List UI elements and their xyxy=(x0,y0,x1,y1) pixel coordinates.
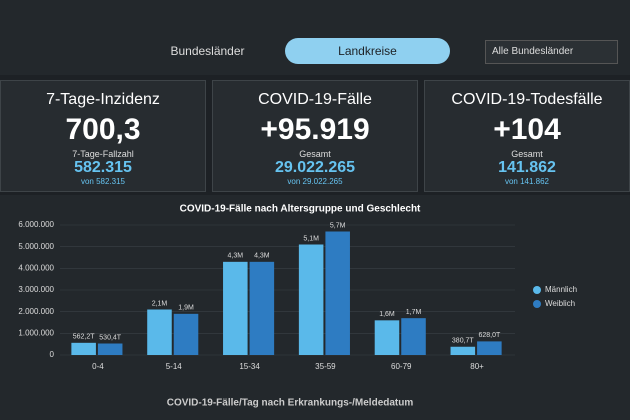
value-label: 1,9M xyxy=(178,305,194,312)
card-title: COVID-19-Todesfälle xyxy=(451,91,603,108)
card-sub-value: 29.022.265 xyxy=(274,159,356,176)
value-label: 5,7M xyxy=(330,222,346,229)
bar xyxy=(249,261,275,355)
x-tick-label: 35-59 xyxy=(315,362,336,371)
value-label: 4,3M xyxy=(254,253,270,260)
value-label: 4,3M xyxy=(228,253,244,260)
legend-swatch xyxy=(533,300,541,308)
legend-swatch xyxy=(533,286,541,294)
x-tick-label: 60-79 xyxy=(391,362,412,371)
card-sub-note: von 141.862 xyxy=(504,177,550,186)
tab-bar: Bundesländer Landkreise Alle Bundeslände… xyxy=(0,0,630,75)
value-label: 530,4T xyxy=(99,334,122,341)
value-label: 1,7M xyxy=(406,309,422,316)
card-sub-label: Gesamt xyxy=(299,149,331,159)
bar xyxy=(223,261,248,355)
card-sub-note: von 29.022.265 xyxy=(287,177,343,186)
card-value: +104 xyxy=(493,113,561,146)
value-label: 562,2T xyxy=(73,334,96,341)
y-tick-label: 0 xyxy=(50,350,55,359)
y-tick-label: 5.000.000 xyxy=(18,242,54,251)
bar xyxy=(401,318,426,355)
value-label: 5,1M xyxy=(303,235,319,242)
kpi-card: COVID-19-Todesfälle +104 Gesamt 141.862 von … xyxy=(424,80,630,192)
legend-label: Weiblich xyxy=(545,299,575,308)
card-sub-note: von 582.315 xyxy=(80,177,126,186)
kpi-card: COVID-19-Fälle +95.919 Gesamt 29.022.265 von… xyxy=(212,80,418,192)
card-title: 7-Tage-Inzidenz xyxy=(46,91,160,108)
card-sub-label: Gesamt xyxy=(511,149,543,159)
dropdown[interactable]: Alle Bundesländer xyxy=(485,40,618,64)
cards: 7-Tage-Inzidenz 700,3 7-Tage-Fallzahl 582.3… xyxy=(0,80,630,192)
card-sub-value: 582.315 xyxy=(74,159,132,176)
x-tick-label: 80+ xyxy=(470,362,484,371)
value-label: 380,7T xyxy=(452,338,475,345)
x-tick-label: 0-4 xyxy=(92,362,104,371)
card-value: +95.919 xyxy=(260,113,370,146)
card-sub-label: 7-Tage-Fallzahl xyxy=(72,149,134,159)
value-label: 2,1M xyxy=(152,300,168,307)
chart-title: COVID-19-Fälle nach Altersgruppe und Ges… xyxy=(180,204,421,215)
footer-title: COVID-19-Fälle/Tag nach Erkrankungs-/Mel… xyxy=(167,398,414,409)
chart: COVID-19-Fälle nach Altersgruppe und Ges… xyxy=(0,195,630,420)
x-tick-label: 15-34 xyxy=(239,362,260,371)
kpi-card: 7-Tage-Inzidenz 700,3 7-Tage-Fallzahl 582.3… xyxy=(0,80,206,192)
y-tick-label: 4.000.000 xyxy=(18,263,54,272)
bar xyxy=(97,343,123,355)
bar xyxy=(477,341,502,355)
card-value: 700,3 xyxy=(65,113,141,146)
bar xyxy=(298,244,324,355)
bar xyxy=(374,320,400,355)
bar xyxy=(147,309,172,355)
tab[interactable]: Landkreise xyxy=(285,38,450,64)
value-label: 628,0T xyxy=(478,332,501,339)
card-title: COVID-19-Fälle xyxy=(258,91,372,108)
bar xyxy=(325,231,350,355)
bar xyxy=(450,346,476,355)
card-sub-value: 141.862 xyxy=(498,159,556,176)
y-tick-label: 1.000.000 xyxy=(18,328,54,337)
bar xyxy=(173,313,199,355)
y-tick-label: 6.000.000 xyxy=(18,220,54,229)
bar xyxy=(71,342,96,355)
y-tick-label: 2.000.000 xyxy=(18,307,54,316)
tab[interactable]: Bundesländer xyxy=(170,44,245,58)
y-tick-label: 3.000.000 xyxy=(18,285,54,294)
x-tick-label: 5-14 xyxy=(166,362,183,371)
value-label: 1,6M xyxy=(379,311,395,318)
legend-label: Männlich xyxy=(545,285,577,294)
